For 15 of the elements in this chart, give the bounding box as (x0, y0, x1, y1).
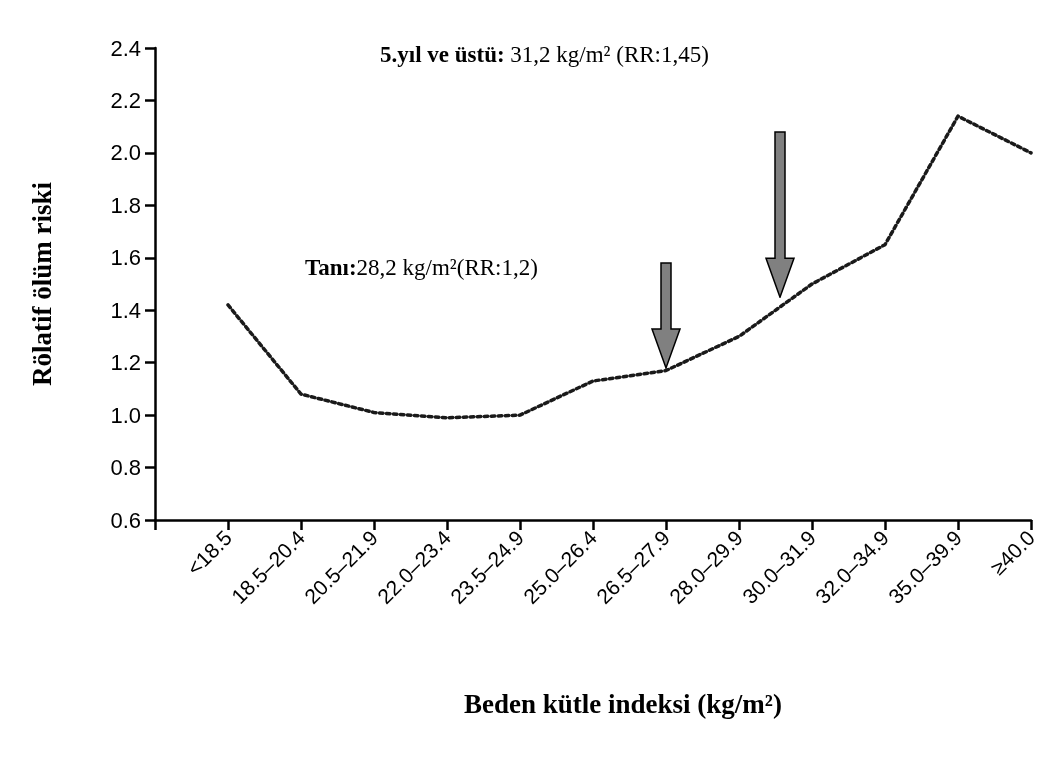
annotation: Tanı:28,2 kg/m²(RR:1,2) (305, 255, 538, 280)
y-tick-label: 2.4 (110, 35, 141, 61)
y-tick-label: 0.8 (110, 455, 141, 481)
annotation: 5.yıl ve üstü: 31,2 kg/m² (RR:1,45) (380, 42, 709, 67)
y-tick-label: 2.0 (110, 140, 141, 166)
line-series (226, 114, 1033, 420)
x-axis-title: Beden kütle indeksi (kg/m²) (464, 688, 782, 719)
y-tick-label: 1.0 (110, 402, 141, 428)
y-tick-label: 1.2 (110, 350, 141, 376)
y-tick-label: 1.4 (110, 297, 141, 323)
y-tick-label: 0.6 (110, 507, 141, 533)
y-axis-title: Rölatif ölüm riski (26, 181, 57, 387)
y-tick-label: 1.8 (110, 192, 141, 218)
y-tick-label: 2.2 (110, 87, 141, 113)
y-tick-label: 1.6 (110, 245, 141, 271)
